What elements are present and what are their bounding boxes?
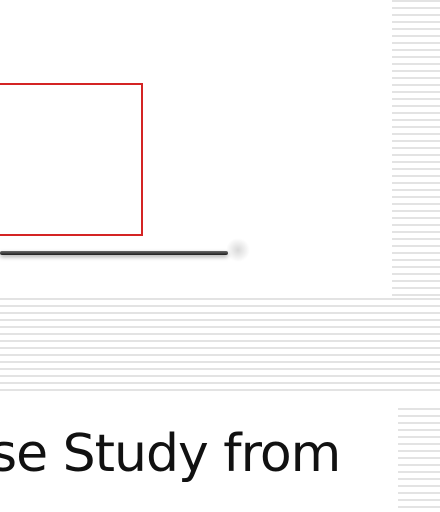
slide-caption-text: se Study from xyxy=(0,424,341,484)
shadow-underline-fade xyxy=(226,238,250,262)
shadow-underline xyxy=(0,251,228,255)
lower-right-striped-panel xyxy=(398,408,440,512)
right-striped-panel xyxy=(392,0,440,296)
red-framed-box xyxy=(0,83,143,236)
striped-divider-band xyxy=(0,298,440,394)
